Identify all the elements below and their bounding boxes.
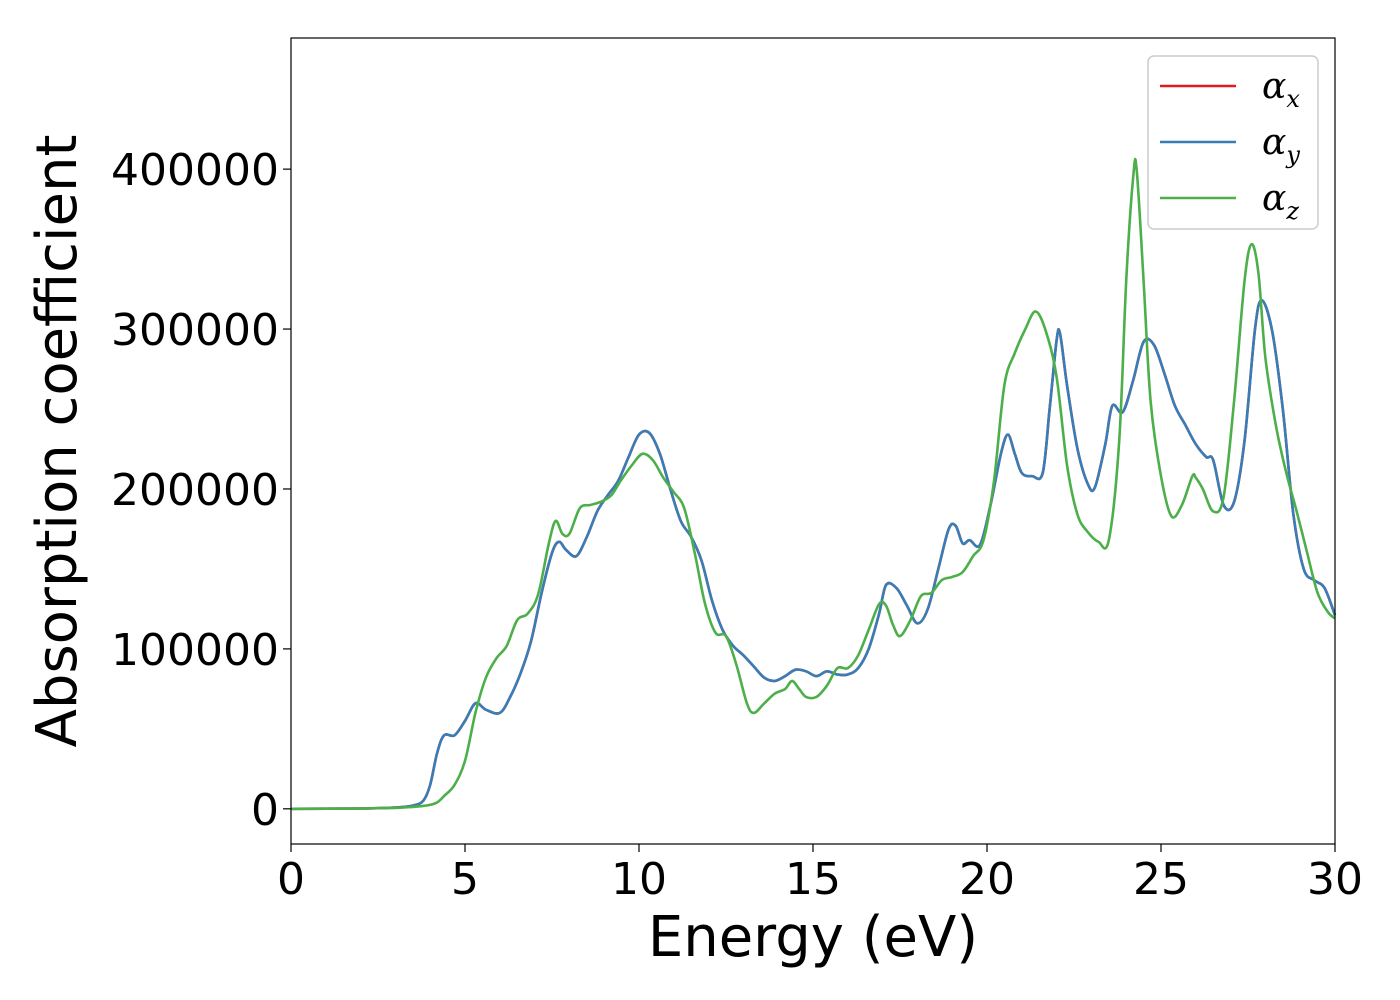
x-tick-label: 30 xyxy=(1307,854,1363,905)
series-layer xyxy=(290,157,1337,811)
y-tick-label: 400000 xyxy=(111,145,279,196)
series-line-y xyxy=(290,299,1337,811)
y-axis-title: Absorption coefficient xyxy=(25,135,90,748)
y-tick-label: 300000 xyxy=(111,305,279,356)
y-axis: 0 100000 200000 300000 400000 xyxy=(111,145,291,836)
x-tick-label: 0 xyxy=(277,854,305,905)
y-tick-label: 200000 xyxy=(111,465,279,516)
legend-label-subscript: x xyxy=(1286,85,1300,113)
x-tick-label: 15 xyxy=(785,854,841,905)
x-axis: 0 5 10 15 20 25 30 xyxy=(277,844,1363,905)
x-tick-label: 5 xyxy=(451,854,479,905)
series-line-z xyxy=(290,157,1336,811)
legend-label-subscript: z xyxy=(1285,197,1299,225)
x-tick-label: 20 xyxy=(959,854,1015,905)
x-tick-label: 25 xyxy=(1133,854,1189,905)
x-tick-label: 10 xyxy=(611,854,667,905)
y-tick-label: 100000 xyxy=(111,625,279,676)
y-tick-label: 0 xyxy=(251,785,279,836)
legend-label-subscript: y xyxy=(1285,141,1300,169)
x-axis-title: Energy (eV) xyxy=(648,905,978,970)
